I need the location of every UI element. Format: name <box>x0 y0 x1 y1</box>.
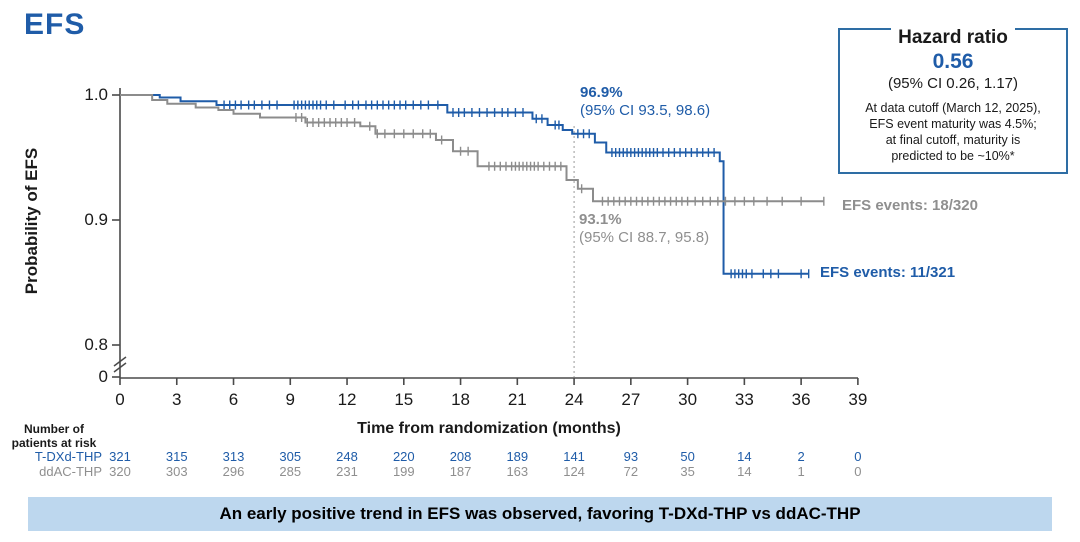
at-risk-row-ddac: 320 303 296 285 231 199 187 163 124 72 35 14 1 0 <box>0 464 1080 479</box>
x-tick-label: 36 <box>791 390 811 409</box>
at-risk-count-T-DXd-THP: 93 <box>623 449 639 464</box>
at-risk-count-T-DXd-THP: 248 <box>336 449 358 464</box>
y-axis-label: Probability of EFS <box>22 147 41 295</box>
at-risk-count-ddAC-THP: 35 <box>680 464 695 479</box>
at-risk-rowlabel-ddac: ddAC-THP <box>39 464 102 479</box>
at-risk-count-T-DXd-THP: 208 <box>449 449 472 464</box>
at-risk-count-ddAC-THP: 199 <box>392 464 415 479</box>
at-risk-count-T-DXd-THP: 220 <box>392 449 415 464</box>
at-risk-count-T-DXd-THP: 0 <box>854 449 862 464</box>
y-axis-break-mark <box>113 356 127 367</box>
hazard-ratio-ci: (95% CI 0.26, 1.17) <box>887 75 1019 92</box>
x-tick-label: 18 <box>451 390 470 409</box>
page-title: EFS <box>24 8 86 41</box>
at-risk-count-ddAC-THP: 124 <box>563 464 585 479</box>
at-risk-count-ddAC-THP: 72 <box>623 464 639 479</box>
y-tick-1.0: 1.0 <box>84 85 108 104</box>
at-risk-count-T-DXd-THP: 141 <box>563 449 585 464</box>
at-risk-count-T-DXd-THP: 313 <box>222 449 245 464</box>
at-risk-count-ddAC-THP: 14 <box>737 464 752 479</box>
at-risk-count-T-DXd-THP: 315 <box>165 449 188 464</box>
x-tick-label: 27 <box>621 390 641 409</box>
at-risk-count-T-DXd-THP: 14 <box>737 449 752 464</box>
at-risk-count-ddAC-THP: 285 <box>279 464 302 479</box>
at-risk-count-T-DXd-THP: 50 <box>680 449 695 464</box>
x-tick-label: 9 <box>285 390 295 409</box>
x-tick-labels: 0 3 6 9 12 15 18 21 24 27 30 33 36 39 <box>0 390 1080 412</box>
at-risk-count-ddAC-THP: 296 <box>222 464 245 479</box>
at-risk-count-ddAC-THP: 1 <box>797 464 805 479</box>
y-tick-0.9: 0.9 <box>84 210 108 229</box>
ddac-24mo-estimate: 93.1% <box>579 211 622 228</box>
y-tick-0.8: 0.8 <box>84 335 108 354</box>
km-curve-ddAC-THP <box>120 94 824 203</box>
x-axis-label: Time from randomization (months) <box>357 420 621 437</box>
x-tick-label: 3 <box>172 390 182 409</box>
km-curve-T-DXd-THP <box>120 94 809 275</box>
x-tick-label: 15 <box>394 390 414 409</box>
at-risk-rowlabel-tdxd: T-DXd-THP <box>34 449 102 464</box>
at-risk-count-T-DXd-THP: 2 <box>797 449 805 464</box>
at-risk-count-ddAC-THP: 187 <box>449 464 472 479</box>
ddac-events-label: EFS events: 18/320 <box>842 197 978 214</box>
at-risk-count-T-DXd-THP: 189 <box>506 449 529 464</box>
x-tick-label: 24 <box>564 390 584 409</box>
at-risk-count-ddAC-THP: 0 <box>854 464 862 479</box>
at-risk-count-T-DXd-THP: 305 <box>279 449 302 464</box>
x-tick-label: 21 <box>507 390 527 409</box>
at-risk-row-tdxd: 321 315 313 305 248 220 208 189 141 93 50 14 2 0 <box>0 449 1080 464</box>
at-risk-count-ddAC-THP: 163 <box>506 464 529 479</box>
tdxd-24mo-ci: (95% CI 93.5, 98.6) <box>580 102 711 119</box>
hazard-ratio-value: 0.56 <box>932 50 974 73</box>
at-risk-count-ddAC-THP: 231 <box>336 464 358 479</box>
at-risk-count-ddAC-THP: 320 <box>109 464 131 479</box>
hazard-ratio-box-title: Hazard ratio <box>891 27 1015 49</box>
conclusion-text: An early positive trend in EFS was obser… <box>219 504 861 523</box>
x-tick-label: 12 <box>337 390 357 409</box>
maturity-note: At data cutoff (March 12, 2025), EFS eve… <box>865 101 1041 163</box>
x-tick-label: 6 <box>228 390 239 409</box>
tdxd-events-label: EFS events: 11/321 <box>820 264 956 281</box>
at-risk-count-T-DXd-THP: 321 <box>109 449 131 464</box>
tdxd-24mo-estimate: 96.9% <box>580 84 623 101</box>
conclusion-banner: An early positive trend in EFS was obser… <box>28 497 1052 531</box>
x-tick-label: 0 <box>115 390 125 409</box>
ddac-24mo-ci: (95% CI 88.7, 95.8) <box>579 229 710 246</box>
x-tick-label: 30 <box>678 390 698 409</box>
y-tick-0: 0 <box>98 367 108 386</box>
x-tick-label: 33 <box>734 390 754 409</box>
y-axis-break-mark <box>113 362 127 373</box>
x-tick-label: 39 <box>848 390 868 409</box>
hazard-ratio-box: Hazard ratio 0.56 (95% CI 0.26, 1.17) At… <box>838 27 1068 174</box>
at-risk-header: Number of patients at risk <box>11 422 97 450</box>
at-risk-count-ddAC-THP: 303 <box>165 464 188 479</box>
